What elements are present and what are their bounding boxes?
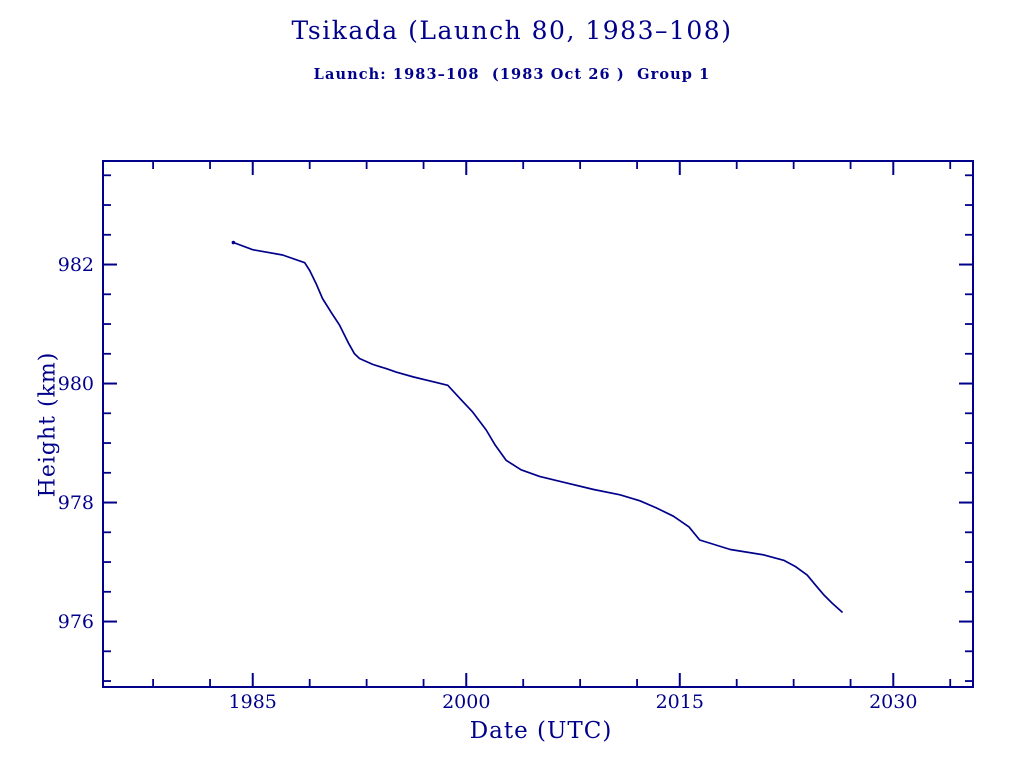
x-tick-label: 2015 <box>655 691 704 713</box>
plot-frame <box>102 160 974 688</box>
height-series-line <box>232 241 843 613</box>
page-title: Tsikada (Launch 80, 1983–108) <box>291 16 733 45</box>
page-subtitle: Launch: 1983–108 (1983 Oct 26 ) Group 1 <box>313 66 711 83</box>
y-tick-label: 980 <box>57 372 94 395</box>
x-tick-label: 1985 <box>228 691 277 713</box>
x-tick-label: 2000 <box>442 691 491 713</box>
series-start-point <box>231 240 236 245</box>
y-tick-label: 976 <box>57 610 94 633</box>
y-tick-label: 978 <box>57 491 94 514</box>
y-tick-label: 982 <box>57 253 94 276</box>
x-axis-label: Date (UTC) <box>469 718 613 744</box>
x-tick-label: 2030 <box>869 691 918 713</box>
